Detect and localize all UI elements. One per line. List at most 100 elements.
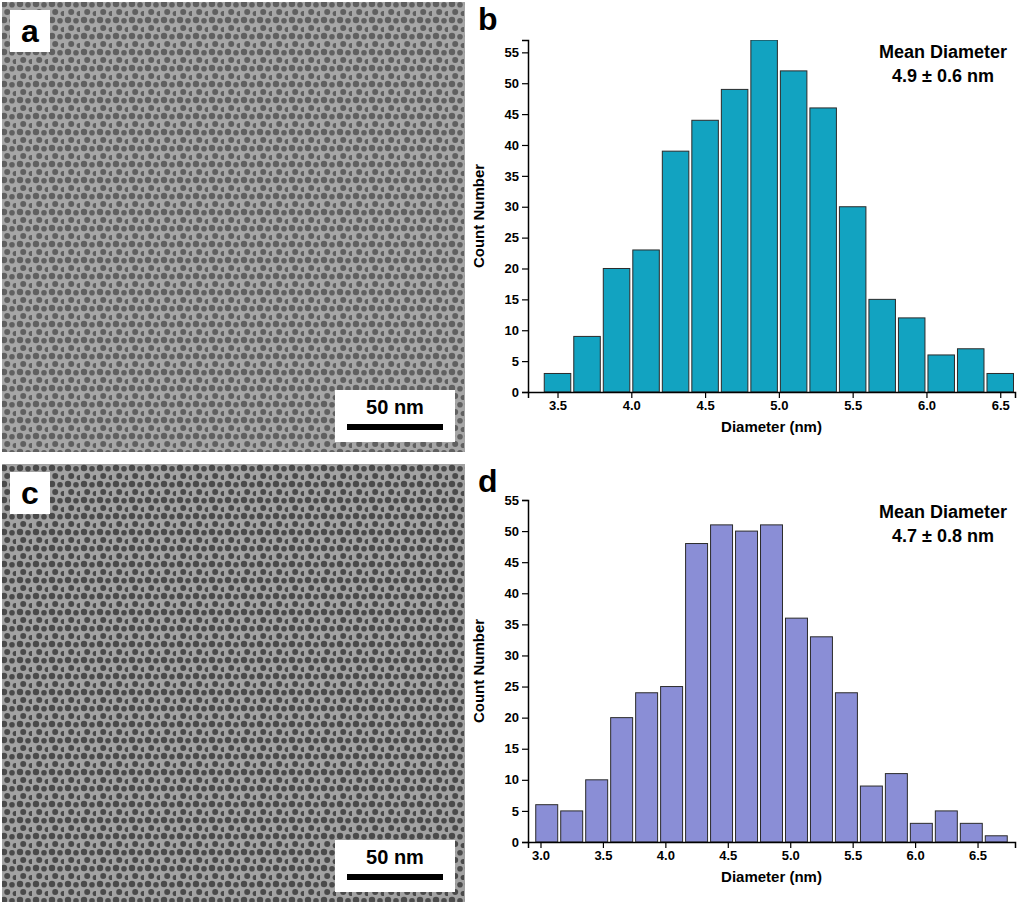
bar	[761, 525, 783, 842]
bar	[661, 687, 683, 842]
tick: 55	[505, 493, 528, 508]
tick-mark	[522, 52, 528, 53]
tick-label: 4.5	[719, 848, 737, 863]
tick-label: 10	[505, 772, 519, 787]
tick-mark	[1000, 392, 1001, 398]
axis-line	[529, 393, 1016, 399]
tick: 4.5	[719, 842, 737, 863]
tick: 6.5	[992, 392, 1010, 413]
bar	[692, 120, 719, 392]
tick: 30	[505, 648, 528, 663]
bars	[536, 525, 1008, 842]
y-axis-title: Count Number	[470, 619, 487, 723]
tick-label: 5.0	[782, 848, 800, 863]
tick-mark	[522, 114, 528, 115]
tick-mark	[522, 207, 528, 208]
tick: 6.5	[969, 842, 987, 863]
tick-label: 50	[505, 76, 519, 91]
bars	[544, 40, 1013, 392]
micrograph	[2, 464, 465, 902]
tick-mark	[522, 780, 528, 781]
tick: 50	[505, 524, 528, 539]
tick: 10	[505, 323, 528, 338]
annotation: 4.9 ± 0.6 nm	[892, 66, 994, 86]
bar	[574, 336, 601, 392]
tick: 20	[505, 261, 528, 276]
tick-mark	[522, 299, 528, 300]
tick-label: 45	[505, 555, 519, 570]
x-axis-title: Diameter (nm)	[721, 868, 822, 885]
bar	[780, 71, 807, 392]
tick: 5.5	[844, 392, 862, 413]
tick-label: 3.5	[594, 848, 612, 863]
tick-label: 35	[505, 617, 519, 632]
tick-mark	[522, 238, 528, 239]
tick-label: 55	[505, 493, 519, 508]
bar	[721, 89, 748, 392]
bar	[960, 823, 982, 842]
tick-label: 10	[505, 323, 519, 338]
tick-label: 30	[505, 199, 519, 214]
tick-label: 40	[505, 586, 519, 601]
tick-mark	[522, 655, 528, 656]
tick-mark	[926, 392, 927, 398]
tick-label: 55	[505, 45, 519, 60]
tick-mark	[853, 392, 854, 398]
axis-line	[529, 843, 1016, 849]
tick-mark	[522, 811, 528, 812]
tick-mark	[522, 624, 528, 625]
tick-label: 30	[505, 648, 519, 663]
tick: 35	[505, 617, 528, 632]
panel-letter: d	[478, 463, 498, 499]
tick-label: 4.0	[657, 848, 675, 863]
x-axis: 3.54.04.55.05.56.06.5	[529, 392, 1016, 413]
annotation: 4.7 ± 0.8 nm	[892, 526, 994, 546]
tick: 5	[512, 354, 528, 369]
tick-label: 5.0	[770, 398, 788, 413]
figure: a50 nm3.54.04.55.05.56.06.50510152025303…	[0, 0, 1027, 905]
bar	[736, 531, 758, 842]
bar	[611, 718, 633, 842]
tick-mark	[522, 330, 528, 331]
tick-mark	[522, 842, 528, 843]
tick-mark	[522, 531, 528, 532]
y-axis: 0510152025303540455055	[505, 493, 529, 850]
tick: 35	[505, 169, 528, 184]
tick-mark	[557, 392, 558, 398]
tick: 20	[505, 710, 528, 725]
bar	[711, 525, 733, 842]
tick-label: 20	[505, 261, 519, 276]
bar	[839, 207, 866, 392]
bar	[810, 108, 837, 392]
tick: 15	[505, 292, 528, 307]
tick-label: 25	[505, 230, 519, 245]
tick: 10	[505, 772, 528, 787]
bar	[536, 805, 558, 842]
panel-letter: b	[478, 1, 498, 37]
tick: 25	[505, 679, 528, 694]
bar	[898, 318, 925, 392]
bar	[810, 637, 832, 842]
bar	[869, 299, 896, 392]
tick: 4.0	[657, 842, 675, 863]
tick-label: 6.5	[969, 848, 987, 863]
tick-mark	[665, 842, 666, 848]
bar	[985, 836, 1007, 842]
axis-line	[522, 41, 529, 393]
tick-label: 15	[505, 292, 519, 307]
bar	[928, 355, 955, 392]
histogram-panel: 3.54.04.55.05.56.06.50510152025303540455…	[470, 1, 1016, 435]
tick: 0	[512, 835, 528, 850]
tick-label: 25	[505, 679, 519, 694]
panel-letter: a	[21, 13, 39, 49]
tick: 40	[505, 586, 528, 601]
scale-bar	[347, 424, 443, 430]
annotation: Mean Diameter	[879, 42, 1007, 62]
bar	[586, 780, 608, 842]
tick-label: 35	[505, 169, 519, 184]
tick-mark	[522, 176, 528, 177]
bar	[885, 774, 907, 842]
tick-label: 3.5	[549, 398, 567, 413]
bar	[910, 823, 932, 842]
tick: 40	[505, 138, 528, 153]
